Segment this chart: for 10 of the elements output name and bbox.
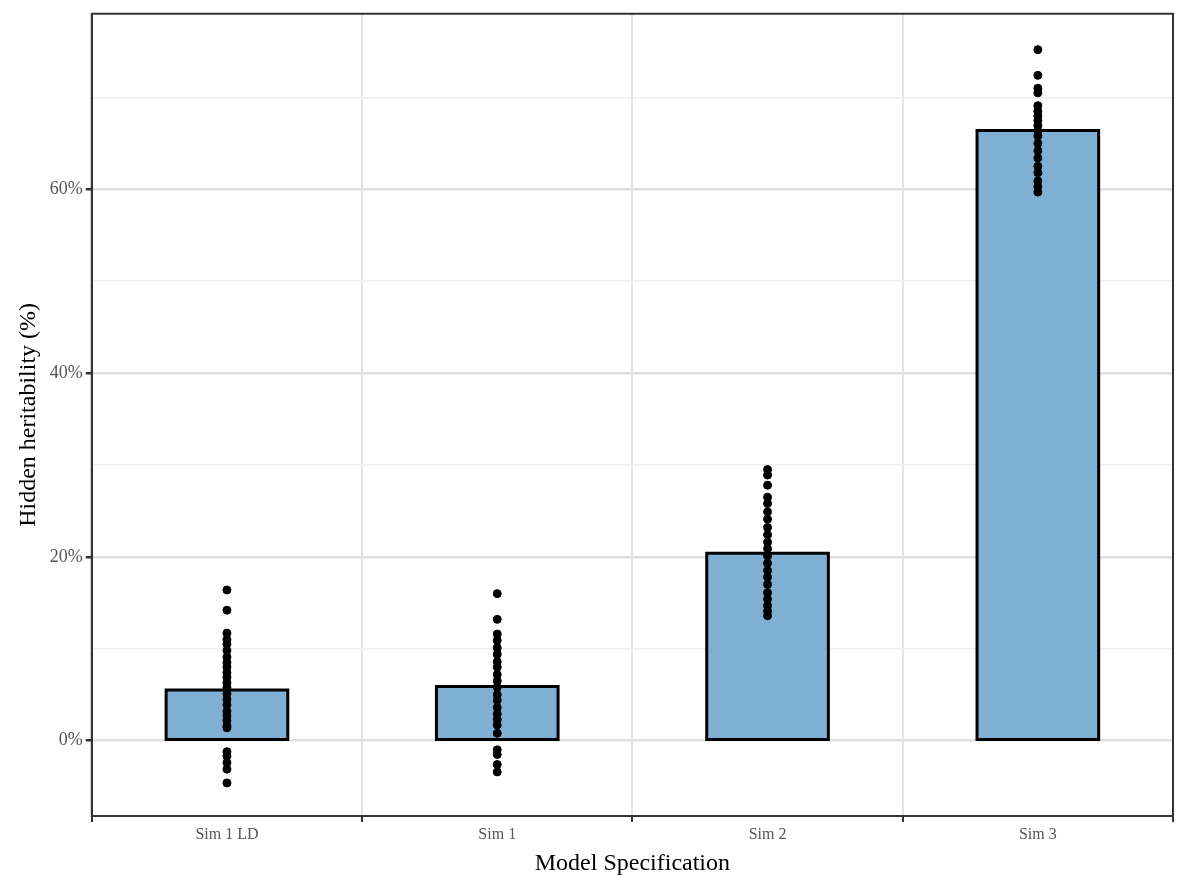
y-tick-label: 40% [49, 361, 83, 382]
x-axis-title: Model Specification [534, 848, 731, 875]
y-axis-title: Hidden heritability (%) [13, 302, 40, 527]
x-tick-label: Sim 3 [1018, 824, 1057, 842]
x-tick-label: Sim 1 LD [195, 824, 259, 842]
y-tick-label: 0% [58, 729, 83, 750]
y-tick-label: 60% [49, 178, 83, 199]
x-tick-label: Sim 1 [478, 824, 517, 842]
y-tick-label: 20% [49, 545, 83, 566]
x-tick-label: Sim 2 [748, 824, 787, 842]
